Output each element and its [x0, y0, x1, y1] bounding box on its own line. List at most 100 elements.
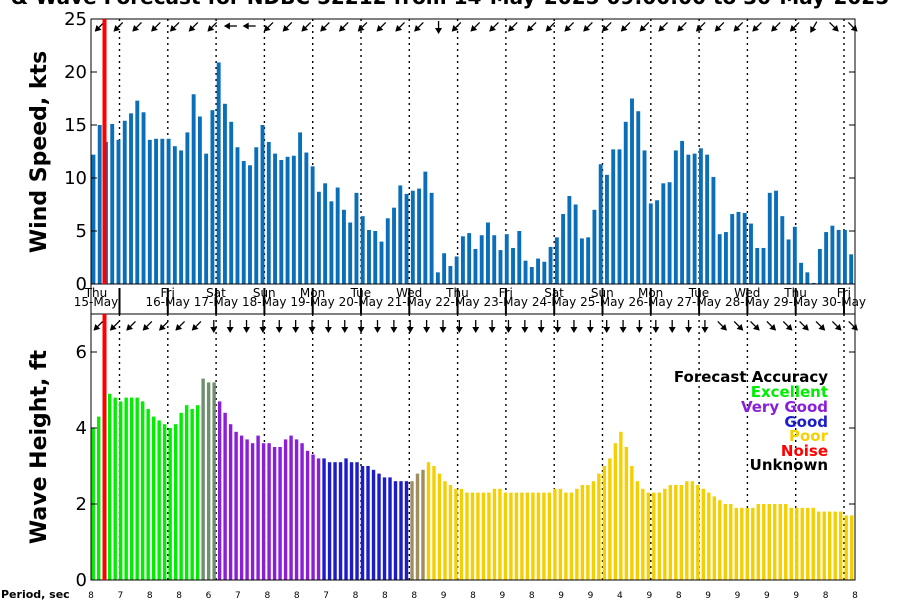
wave-bar: [437, 473, 442, 580]
wind-bar: [241, 161, 246, 284]
direction-arrow-icon: [259, 320, 267, 333]
arrow-head: [810, 25, 817, 33]
day-label-strip: Thu15-MayFri16-MaySat17-MaySun18-MayMon1…: [74, 283, 866, 315]
wind-bar: [667, 182, 672, 284]
wave-bar: [305, 450, 310, 580]
arrow-head: [142, 323, 150, 331]
arrow-head: [390, 327, 398, 333]
day-strip-frame: [90, 283, 856, 315]
arrow-head: [752, 24, 759, 32]
period-value: 8: [264, 591, 270, 600]
arrow-head: [620, 24, 628, 32]
legend-item-poor: Poor: [789, 427, 829, 445]
wind-bar: [298, 132, 303, 284]
wave-bar: [421, 469, 425, 580]
wind-bar: [273, 153, 277, 284]
wind-bar: [805, 272, 810, 284]
direction-arrow-icon: [714, 22, 725, 32]
wave-bar: [388, 477, 392, 580]
wave-bar: [734, 507, 738, 580]
arrow-head: [545, 24, 553, 32]
arrow-head: [435, 28, 443, 34]
direction-arrow-icon: [526, 22, 537, 32]
wind-bar: [642, 150, 647, 284]
wind-bar: [473, 249, 478, 284]
wave-bar: [707, 492, 711, 580]
wind-bar: [586, 237, 591, 284]
direction-arrow-icon: [583, 22, 593, 32]
legend-item-unknown: Unknown: [750, 456, 828, 474]
wind-bar: [229, 121, 234, 284]
arrow-head: [374, 327, 381, 333]
wind-bar: [316, 191, 321, 284]
legend-item-very-good: Very Good: [741, 398, 828, 416]
wave-bar: [410, 481, 414, 580]
wave-bar: [833, 511, 837, 580]
direction-arrow-icon: [570, 320, 578, 333]
direction-arrow-icon: [564, 22, 575, 32]
wave-bar: [382, 477, 387, 580]
wind-bar: [742, 212, 747, 284]
wave-bar: [718, 500, 722, 580]
wind-bar: [849, 254, 854, 284]
direction-arrow-icon: [395, 22, 405, 32]
arrow-head: [455, 327, 463, 333]
wave-bar: [751, 507, 755, 580]
direction-arrow-icon: [357, 22, 368, 32]
direction-arrow-icon: [658, 22, 668, 32]
wave-y-axis-label: Wave Height, ft: [27, 349, 52, 544]
wind-bar: [460, 236, 465, 284]
wind-bar: [605, 174, 609, 284]
y-tick-label: 25: [64, 9, 87, 30]
wind-bar: [730, 214, 735, 284]
wave-bar: [839, 511, 843, 580]
wave-bar: [228, 424, 233, 580]
arrow-head: [376, 24, 384, 32]
wind-bar: [435, 272, 440, 284]
wave-bar: [366, 466, 370, 580]
arrow-head: [720, 323, 727, 331]
period-value: 8: [294, 591, 300, 600]
wind-bar: [160, 138, 165, 284]
wave-bar: [113, 397, 117, 580]
direction-arrow-icon: [275, 320, 283, 333]
arrow-head: [785, 323, 793, 331]
wind-bar: [811, 282, 816, 284]
wave-bar: [498, 488, 502, 580]
wind-bar: [367, 229, 371, 284]
wave-bar: [553, 488, 557, 580]
arrow-head: [159, 323, 166, 331]
direction-arrow-icon: [554, 320, 562, 333]
wave-bar: [674, 485, 678, 580]
wave-bar: [250, 443, 255, 580]
wave-bar: [206, 382, 211, 580]
direction-arrow-icon: [782, 321, 793, 331]
direction-arrow-icon: [93, 321, 104, 331]
wave-bar: [267, 443, 271, 580]
arrow-head: [834, 323, 842, 331]
arrow-head: [210, 327, 218, 333]
period-value: 9: [735, 591, 741, 600]
direction-arrow-icon: [357, 320, 365, 333]
arrow-head: [619, 327, 627, 333]
wind-bar: [223, 103, 227, 284]
wave-bar: [613, 443, 618, 580]
wind-bar: [448, 265, 453, 284]
wave-bar: [294, 439, 299, 580]
wave-bar: [762, 504, 766, 580]
wind-bar: [323, 183, 328, 284]
wind-bar: [172, 146, 177, 284]
wind-bar: [630, 98, 634, 284]
arrow-head: [406, 327, 414, 333]
wave-bar: [179, 412, 183, 580]
direction-arrow-icon: [537, 320, 545, 333]
wave-bar: [311, 454, 315, 580]
wave-bar: [800, 507, 804, 580]
period-value: 8: [529, 591, 535, 600]
wind-bar: [723, 232, 728, 284]
wave-bar: [470, 492, 475, 580]
wind-bar: [398, 185, 403, 284]
direction-arrow-icon: [586, 320, 594, 333]
arrow-head: [769, 323, 777, 331]
wind-bar: [548, 246, 553, 284]
